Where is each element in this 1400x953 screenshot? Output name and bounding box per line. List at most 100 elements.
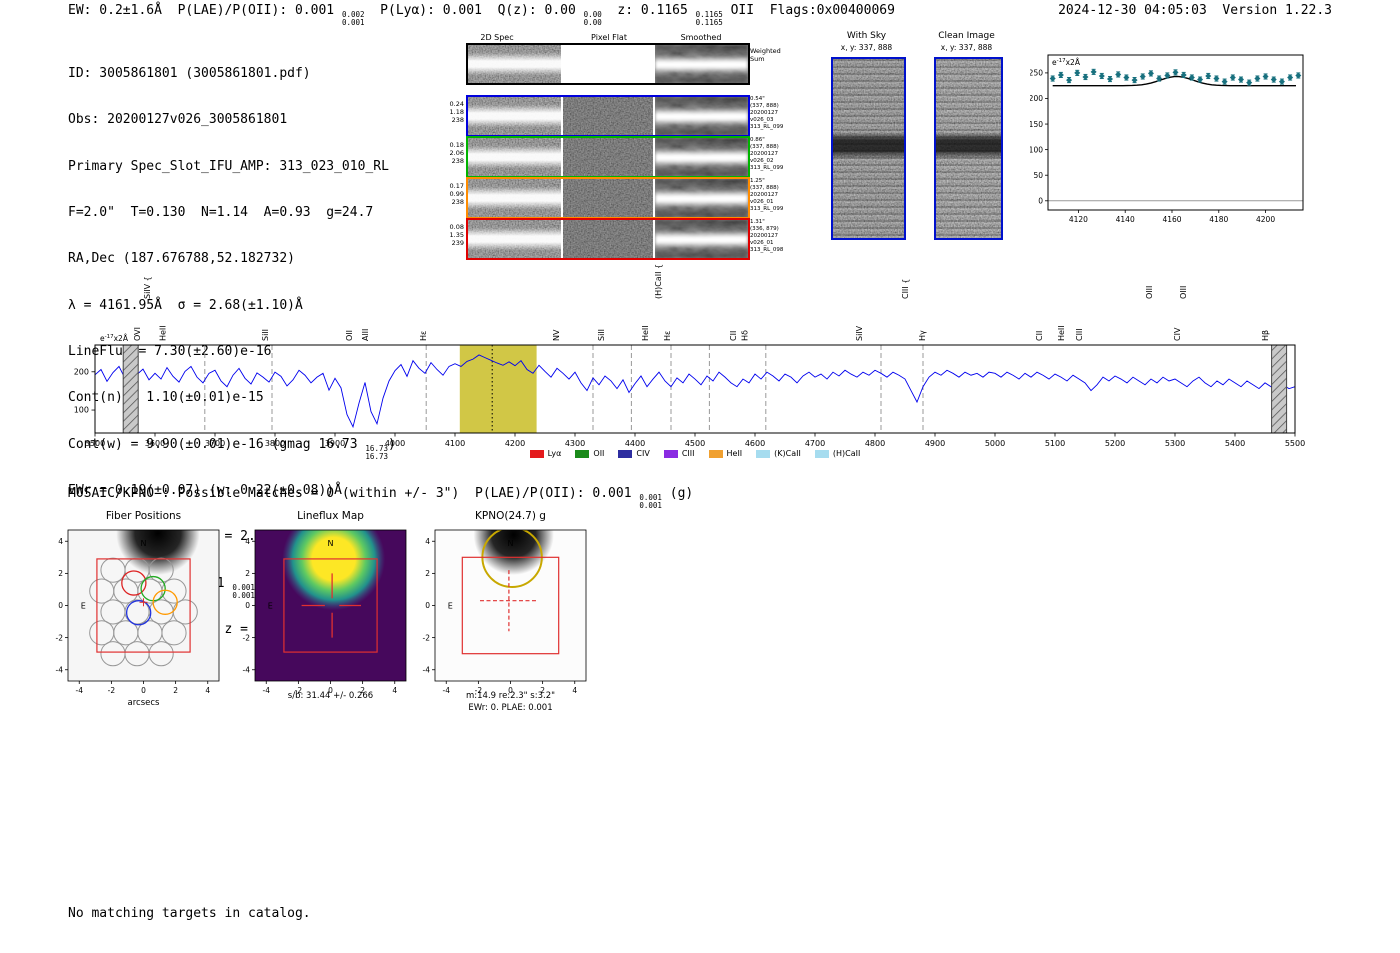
- svg-text:4100: 4100: [445, 439, 465, 448]
- svg-text:Hε: Hε: [419, 331, 428, 341]
- kpno-title: KPNO(24.7) g: [475, 510, 546, 522]
- svg-text:3800: 3800: [265, 439, 285, 448]
- svg-text:-4: -4: [76, 686, 84, 695]
- svg-text:4400: 4400: [625, 439, 645, 448]
- svg-text:-4: -4: [243, 665, 251, 674]
- svg-text:50: 50: [1033, 171, 1043, 180]
- svg-text:N: N: [141, 539, 147, 548]
- withsky-image: [831, 57, 906, 240]
- svg-text:4200: 4200: [505, 439, 525, 448]
- spec2d-fiber-row: [466, 177, 750, 219]
- info-obs: Obs: 20200127v026_3005861801: [68, 112, 288, 128]
- weighted-sum-row: [466, 43, 750, 85]
- svg-text:-2: -2: [108, 686, 116, 695]
- svg-text:SiIV: SiIV: [855, 325, 864, 341]
- svg-text:SiII: SiII: [597, 329, 606, 341]
- svg-text:CIII {: CIII {: [901, 279, 910, 299]
- svg-text:4120: 4120: [1069, 215, 1088, 224]
- svg-text:Hγ: Hγ: [918, 330, 927, 341]
- spec2d-fiber-row: [466, 136, 750, 178]
- info-lambda-sigma: λ = 4161.95Å σ = 2.68(±1.10)Å: [68, 297, 303, 313]
- info-radec: RA,Dec (187.676788,52.182732): [68, 251, 295, 267]
- spec2d-row-scale-values: 0.08 1.35 239: [449, 223, 464, 247]
- header-summary: EW: 0.2±1.6Å P(LAE)/P(OII): 0.001 0.002 0…: [68, 3, 895, 27]
- spec2d-spec-image: [468, 45, 561, 83]
- svg-text:HeII: HeII: [1057, 325, 1066, 341]
- col-header-pixelflat: Pixel Flat: [591, 33, 627, 42]
- info-id: ID: 3005861801 (3005861801.pdf): [68, 66, 311, 81]
- svg-text:4: 4: [205, 686, 210, 695]
- svg-text:-4: -4: [263, 686, 271, 695]
- legend-item: CIII: [663, 449, 695, 458]
- spec2d-fiber-row: [466, 95, 750, 137]
- svg-text:2: 2: [58, 569, 63, 578]
- svg-text:2: 2: [245, 569, 250, 578]
- legend-item: Lyα: [529, 449, 561, 458]
- svg-text:5200: 5200: [1105, 439, 1125, 448]
- svg-text:0: 0: [508, 686, 513, 695]
- svg-text:250: 250: [1030, 69, 1043, 78]
- svg-text:-2: -2: [56, 633, 64, 642]
- svg-text:Hδ: Hδ: [740, 330, 749, 341]
- spec2d-smooth-image: [655, 138, 748, 176]
- legend-swatch: [575, 449, 590, 458]
- info-seeing: F=2.0" T=0.130 N=1.14 A=0.93 g=24.7: [68, 205, 374, 221]
- date-version: 2024-12-30 04:05:03 Version 1.22.3: [1058, 3, 1332, 18]
- spec2d-flat-image: [563, 97, 653, 135]
- svg-text:2: 2: [173, 686, 178, 695]
- clean-title: Clean Image: [938, 31, 995, 41]
- svg-text:-2: -2: [295, 686, 303, 695]
- spec2d-row-meta: 1.31" (336, 879) 20200127 v026_01 313_RL_098: [750, 219, 784, 253]
- svg-text:4300: 4300: [565, 439, 585, 448]
- svg-text:CIII: CIII: [1075, 328, 1084, 341]
- svg-text:0: 0: [425, 601, 430, 610]
- svg-text:OII: OII: [345, 330, 354, 341]
- lineflux-map-plot: N E -4 -4 -2 -2 0 0 2 2 4 4: [243, 529, 407, 695]
- svg-text:E: E: [268, 602, 273, 611]
- spec2d-row-meta: 1.25" (337, 888) 20200127 v026_01 313_RL_099: [750, 178, 784, 212]
- svg-text:100: 100: [74, 406, 89, 415]
- svg-text:3900: 3900: [325, 439, 345, 448]
- footer-notes: No matching targets in catalog. Row inte…: [68, 876, 311, 953]
- legend-item: (H)CaII: [814, 449, 860, 458]
- header-flags: OII Flags:0x00400069: [722, 3, 895, 18]
- kpno-caption-1: m:14.9 re:2.3" s:3.2": [465, 691, 556, 701]
- svg-text:4160: 4160: [1162, 215, 1181, 224]
- z-uncertainty-stack: 0.1165 0.1165: [695, 10, 723, 27]
- spec2d-spec-image: [468, 138, 561, 176]
- kpno-cutout-plot: N E -4 -4 -2 -2 0 0 2 2 4 4: [423, 529, 587, 695]
- info-cont-w: Cont(w) = 9.90(±0.01)e-16 (gmag 16.73 16…: [68, 436, 396, 461]
- svg-text:-4: -4: [423, 665, 431, 674]
- svg-text:CIV: CIV: [1173, 327, 1182, 341]
- svg-text:4500: 4500: [685, 439, 705, 448]
- plae-stack-1: 0.001 0.001: [232, 582, 255, 600]
- spec2d-flat-image: [563, 220, 653, 258]
- plae-uncertainty-stack: 0.002 0.001: [341, 10, 365, 27]
- spec2d-smooth-image: [655, 45, 748, 83]
- svg-text:200: 200: [74, 367, 89, 376]
- spec2d-smooth-image: [655, 220, 748, 258]
- legend-swatch: [814, 449, 829, 458]
- svg-text:2: 2: [360, 686, 365, 695]
- fiber-positions-plot: N E -4 -4 -2 -2 0 0 2 2 4 4 arcsecs: [56, 529, 220, 708]
- svg-text:Hβ: Hβ: [1261, 330, 1270, 341]
- spec2d-fiber-row: [466, 218, 750, 260]
- spec2d-white-image: [563, 45, 653, 83]
- legend-item: OII: [575, 449, 604, 458]
- spec2d-row-scale-values: 0.18 2.06 238: [449, 141, 464, 165]
- svg-text:5400: 5400: [1225, 439, 1245, 448]
- spec2d-flat-image: [563, 179, 653, 217]
- svg-text:200: 200: [1030, 94, 1043, 103]
- svg-text:5500: 5500: [1285, 439, 1305, 448]
- svg-text:0: 0: [141, 686, 146, 695]
- svg-text:e-17x2Å: e-17x2Å: [100, 334, 129, 343]
- spec2d-smooth-image: [655, 179, 748, 217]
- svg-text:E: E: [448, 602, 453, 611]
- svg-text:OIII: OIII: [1145, 286, 1154, 299]
- svg-text:SiIV {: SiIV {: [143, 276, 152, 299]
- fiber-positions-title: Fiber Positions: [105, 510, 182, 522]
- svg-text:5000: 5000: [985, 439, 1005, 448]
- footer-line-1: No matching targets in catalog.: [68, 906, 311, 921]
- header-plya-qz: P(Lyα): 0.001 Q(z): 0.00: [364, 3, 584, 18]
